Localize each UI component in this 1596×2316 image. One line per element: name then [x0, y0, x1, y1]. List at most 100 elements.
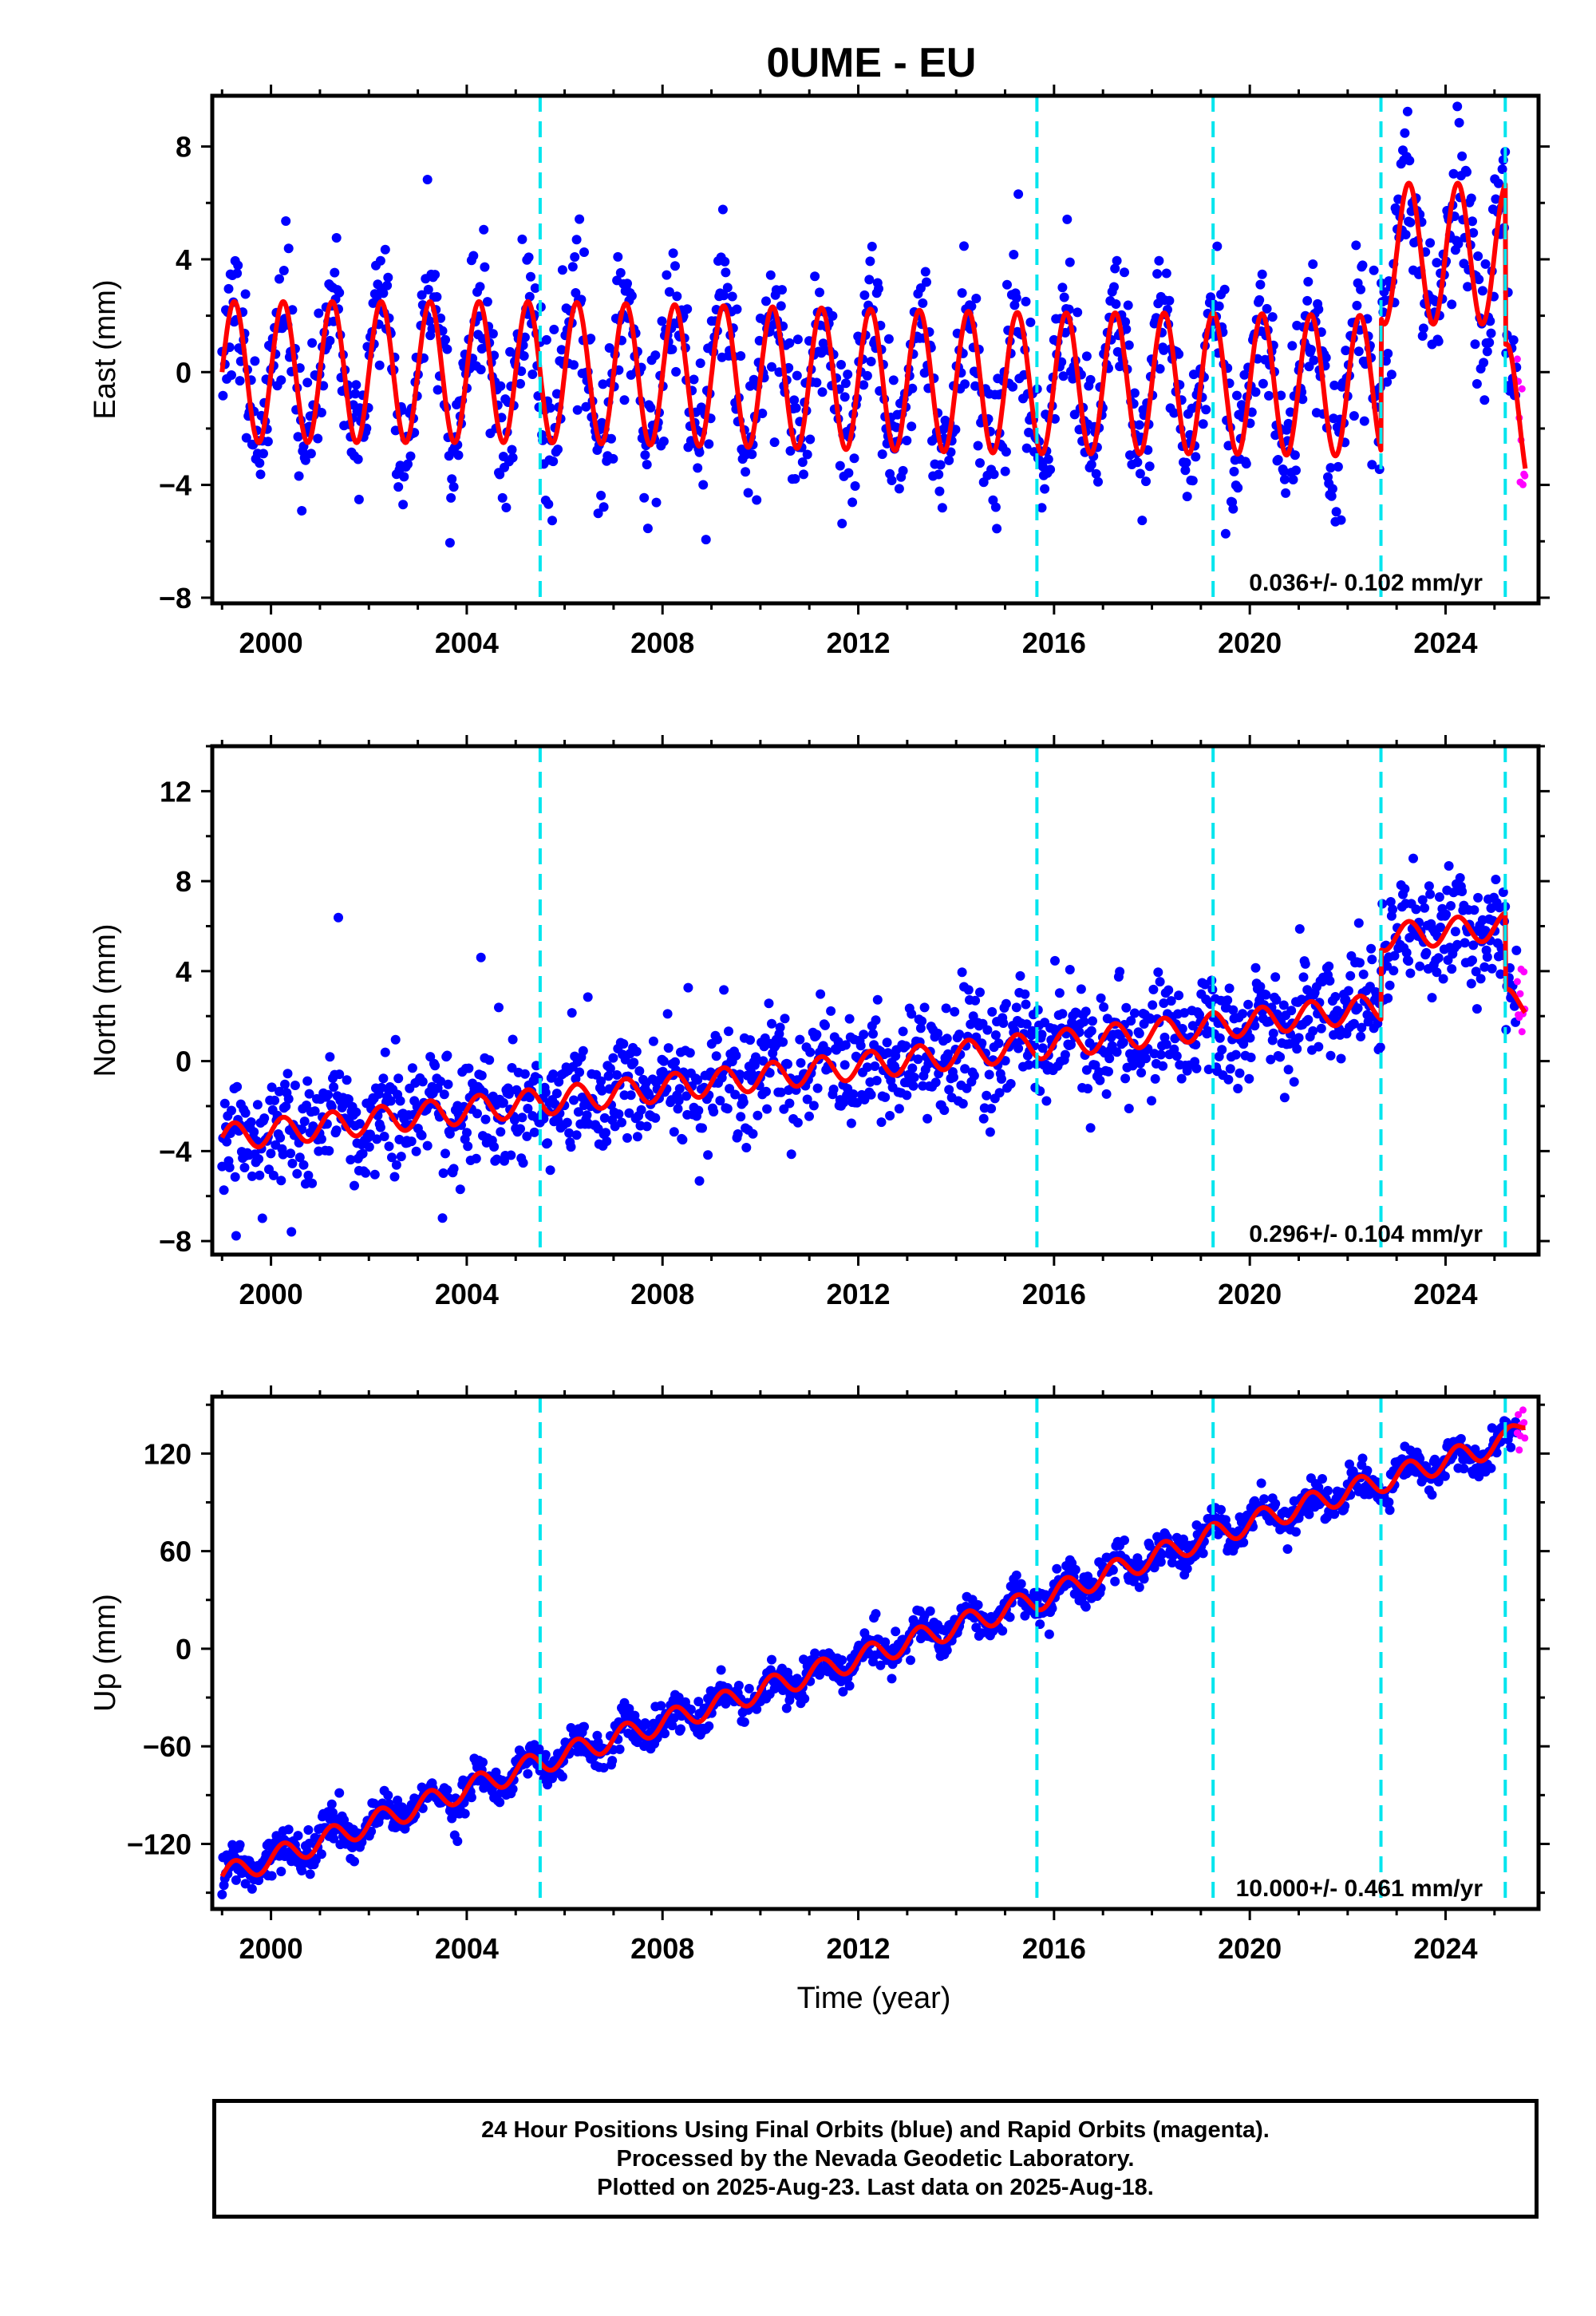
final-orbit-point [1161, 1039, 1171, 1049]
final-orbit-point [735, 1069, 745, 1080]
final-orbit-point [1292, 1044, 1302, 1054]
final-orbit-point [617, 1117, 626, 1128]
final-orbit-point [608, 1053, 618, 1063]
final-orbit-point [698, 480, 709, 490]
final-orbit-point [283, 243, 294, 254]
final-orbit-point [527, 370, 538, 379]
final-orbit-point [792, 1117, 803, 1128]
final-orbit-point [1356, 1031, 1366, 1041]
final-orbit-point [716, 1665, 726, 1675]
final-orbit-point [1450, 927, 1460, 937]
final-orbit-point [1187, 476, 1198, 486]
final-orbit-point [1161, 268, 1171, 279]
final-orbit-point [1279, 1093, 1290, 1103]
final-orbit-point [1069, 409, 1080, 420]
final-orbit-point [1448, 168, 1459, 179]
final-orbit-point [1021, 443, 1032, 453]
final-orbit-point [1440, 1471, 1450, 1481]
final-orbit-point [1219, 284, 1230, 294]
final-orbit-point [406, 1136, 417, 1147]
final-orbit-point [331, 1125, 342, 1136]
final-orbit-point [997, 1074, 1006, 1084]
final-orbit-point [1191, 452, 1201, 462]
final-orbit-point [622, 279, 632, 289]
final-orbit-point [925, 1606, 935, 1616]
final-orbit-point [1250, 962, 1261, 973]
final-orbit-point [922, 277, 931, 287]
final-orbit-point [1362, 1465, 1373, 1476]
final-orbit-point [217, 1161, 227, 1172]
x-tick-label: 2012 [826, 626, 890, 659]
final-orbit-point [472, 1109, 482, 1119]
final-orbit-point [1336, 515, 1346, 525]
final-orbit-point [255, 469, 266, 480]
final-orbit-point [670, 1057, 680, 1067]
final-orbit-point [1045, 464, 1056, 475]
final-orbit-point [350, 1180, 359, 1191]
final-orbit-point [614, 1744, 625, 1754]
final-orbit-point [1180, 465, 1191, 476]
final-orbit-point [304, 1089, 314, 1099]
final-orbit-point [1290, 450, 1300, 460]
final-orbit-point [1225, 1064, 1235, 1074]
final-orbit-point [372, 1134, 382, 1144]
final-orbit-point [383, 1790, 393, 1800]
final-orbit-point [705, 1067, 716, 1077]
final-orbit-point [642, 460, 652, 470]
final-orbit-point [1080, 1602, 1091, 1612]
final-orbit-point [1343, 986, 1353, 996]
final-orbit-point [476, 1070, 487, 1081]
final-orbit-point [839, 392, 850, 402]
final-orbit-point [556, 345, 567, 355]
final-orbit-point [529, 1127, 539, 1137]
final-orbit-point [1472, 1004, 1482, 1014]
final-orbit-point [917, 1016, 927, 1026]
final-orbit-point [784, 1098, 795, 1109]
final-orbit-point [1238, 1039, 1249, 1049]
final-orbit-point [1120, 267, 1129, 278]
final-orbit-point [1460, 938, 1470, 948]
final-orbit-point [1405, 217, 1416, 227]
final-orbit-point [1433, 953, 1444, 963]
plot-frame [210, 93, 1541, 606]
final-orbit-point [1447, 964, 1457, 974]
final-orbit-point [859, 290, 870, 300]
final-orbit-point [1417, 331, 1428, 341]
figure-title: 0UME - EU [767, 40, 977, 86]
final-orbit-point [1005, 1612, 1015, 1622]
final-orbit-point [540, 1749, 551, 1760]
final-orbit-point [1317, 1474, 1327, 1484]
final-orbit-point [1147, 1096, 1156, 1106]
final-orbit-point [1314, 1041, 1324, 1052]
final-orbit-point [1155, 364, 1165, 374]
final-orbit-point [1286, 407, 1295, 417]
final-orbit-point [1477, 286, 1487, 296]
final-orbit-point [848, 1089, 859, 1099]
y-tick-label: −8 [159, 582, 192, 615]
final-orbit-point [736, 351, 746, 361]
final-orbit-point [877, 449, 887, 460]
final-orbit-point [1228, 1005, 1238, 1015]
y-tick-label: 8 [176, 865, 192, 898]
final-orbit-point [730, 1089, 741, 1100]
final-orbit-point [1487, 963, 1497, 974]
final-orbit-point [496, 381, 506, 391]
final-orbit-point [882, 1037, 892, 1048]
x-tick-label: 2004 [435, 1278, 499, 1310]
final-orbit-point [615, 267, 626, 278]
final-orbit-point [624, 1108, 634, 1118]
final-orbit-point [883, 334, 894, 344]
final-orbit-point [444, 538, 455, 548]
final-orbit-point [1066, 1040, 1076, 1049]
final-orbit-point [501, 503, 512, 512]
final-orbit-point [602, 1136, 612, 1146]
final-orbit-point [383, 272, 393, 283]
final-orbit-point [331, 233, 342, 243]
final-orbit-point [305, 1869, 315, 1879]
final-orbit-point [894, 484, 904, 494]
final-orbit-point [962, 1083, 972, 1093]
final-orbit-point [468, 251, 479, 261]
final-orbit-point [865, 256, 875, 267]
x-tick-label: 2020 [1218, 1932, 1282, 1965]
final-orbit-point [303, 1170, 314, 1180]
